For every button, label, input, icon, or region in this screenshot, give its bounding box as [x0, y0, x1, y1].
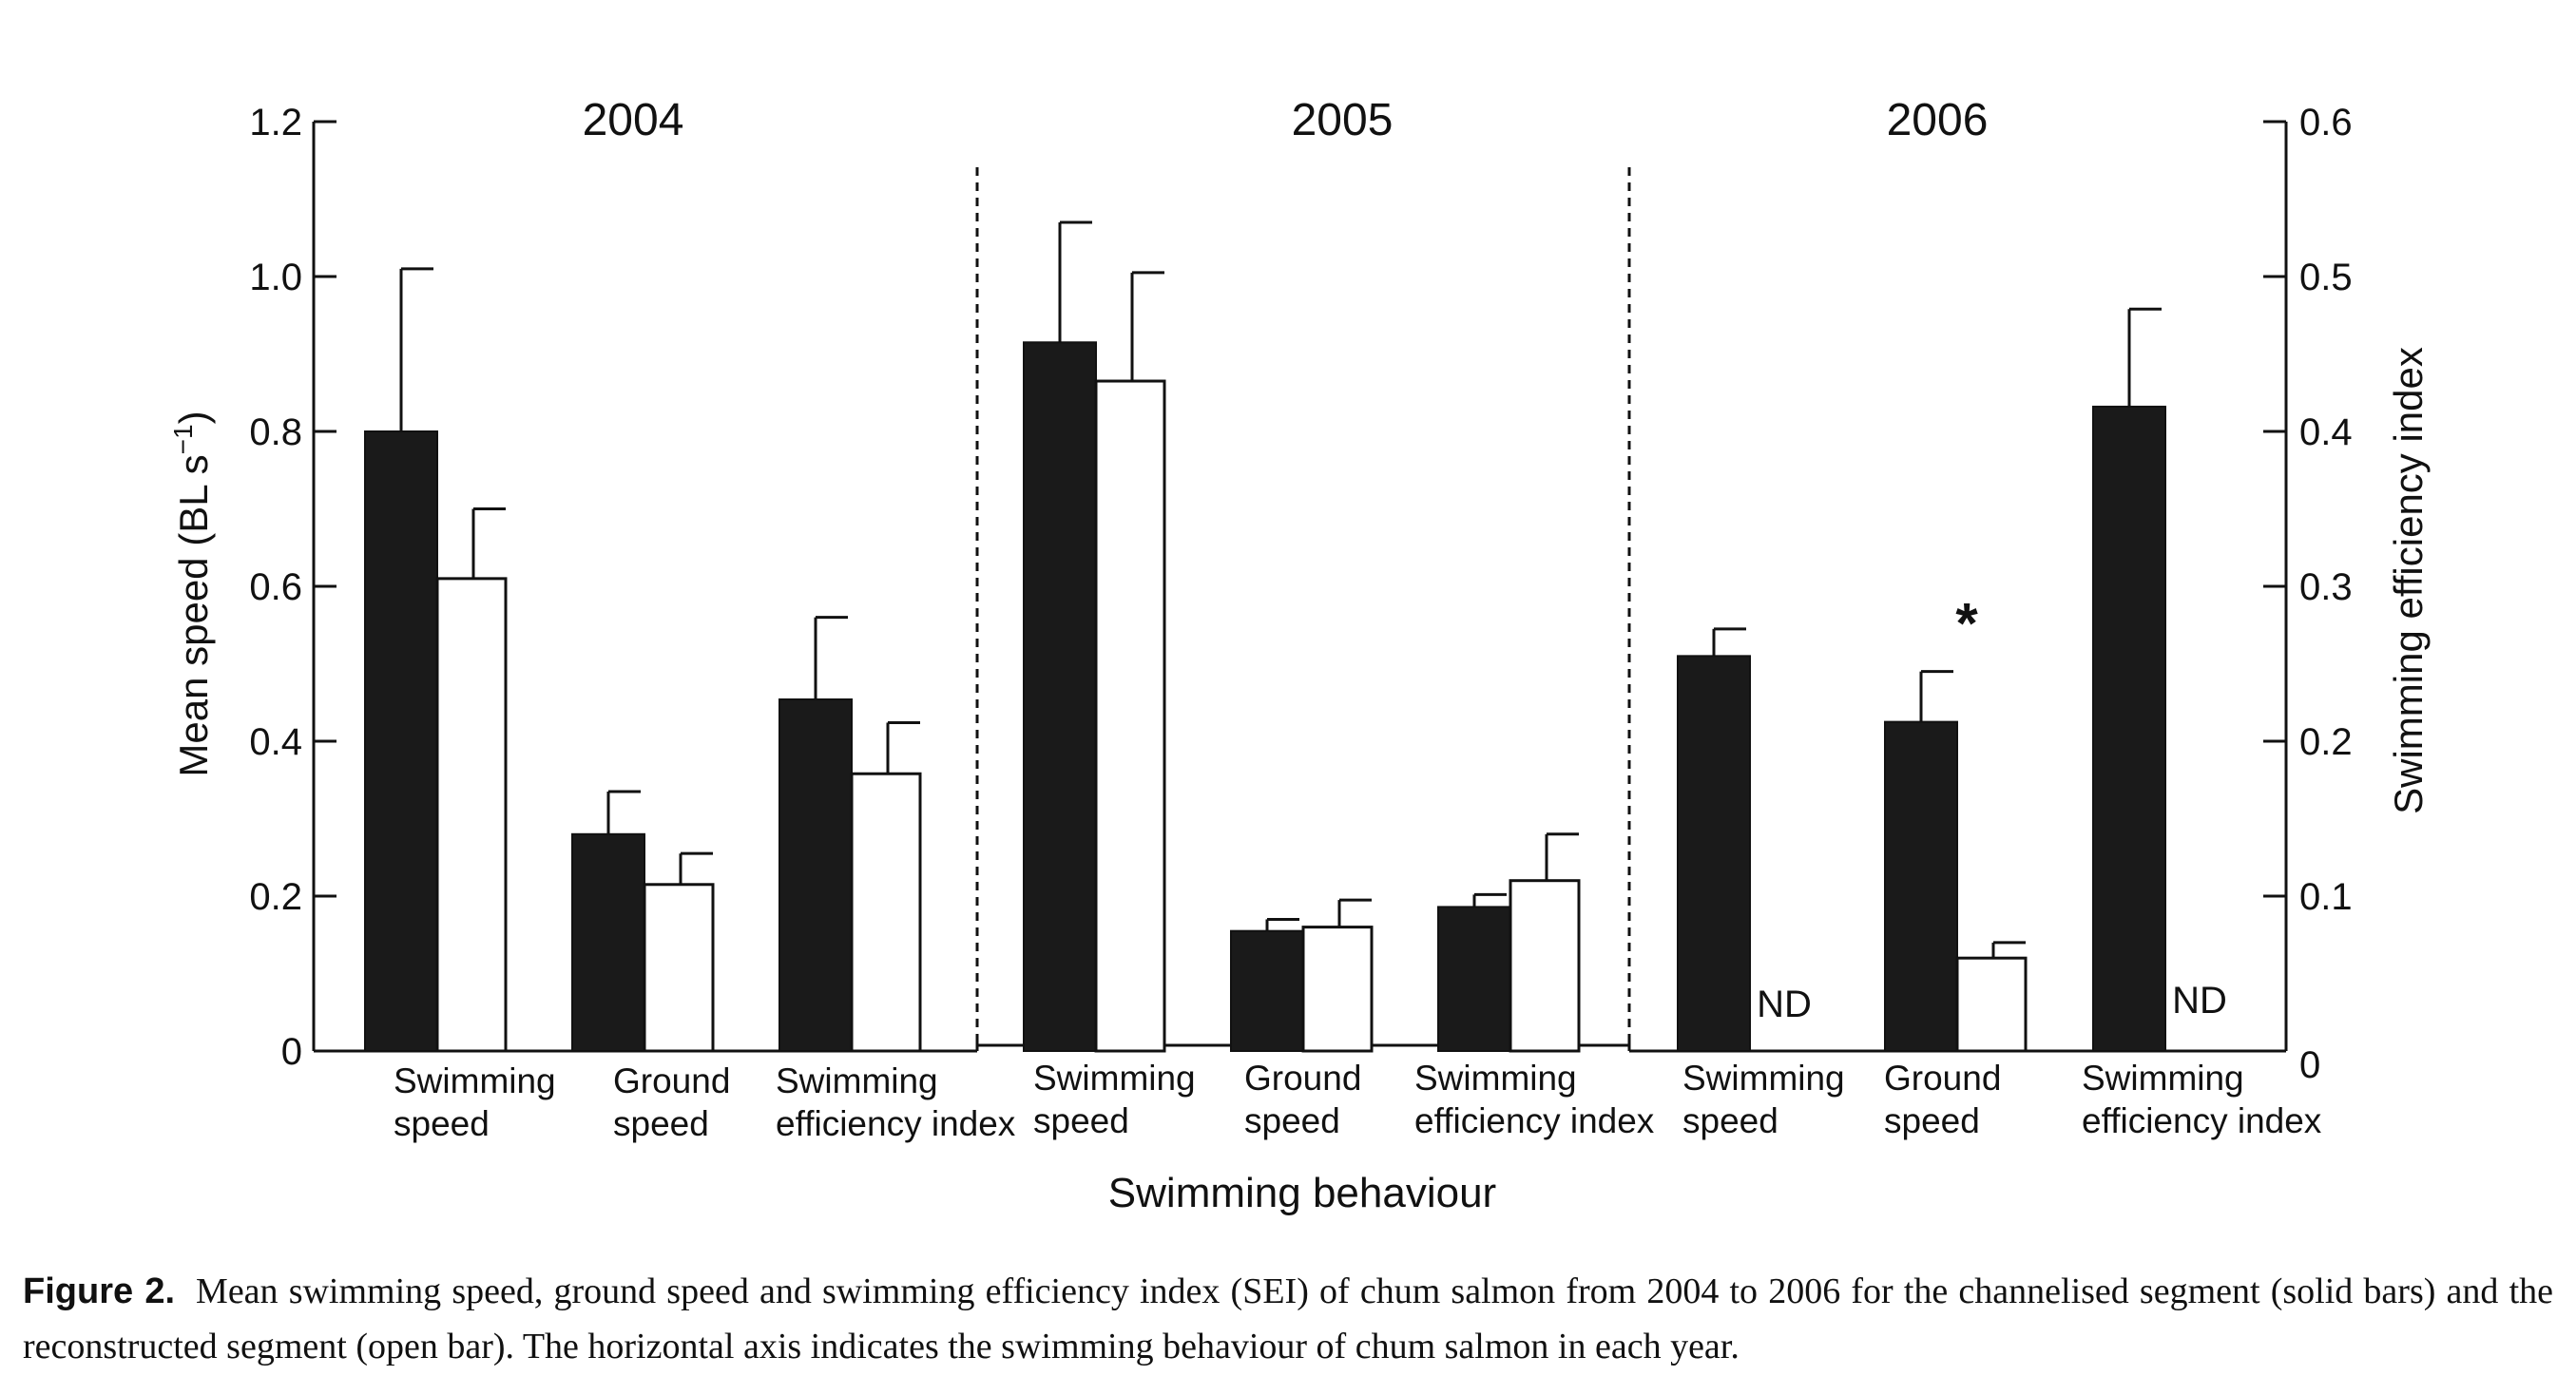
right-tick-label: 0.1: [2299, 876, 2353, 918]
category-label: efficiency index: [2082, 1101, 2322, 1140]
significance-marker: *: [1955, 592, 1978, 656]
figure-caption: Figure 2. Mean swimming speed, ground spe…: [23, 1264, 2553, 1374]
left-tick-label: 0.8: [249, 411, 302, 453]
y-axis-right-label: Swimming efficiency index: [2386, 347, 2431, 814]
category-label: speed: [1244, 1101, 1340, 1140]
bar-open-2006-1: [1955, 956, 2028, 1053]
category-label: Swimming: [1414, 1059, 1577, 1098]
bar-open-2004-2: [850, 772, 922, 1053]
category-label: Ground: [613, 1061, 730, 1100]
category-label: efficiency index: [1414, 1101, 1655, 1140]
bar-solid-2005-2: [1437, 906, 1511, 1052]
right-tick-label: 0.6: [2299, 102, 2353, 143]
bar-open-2005-2: [1509, 879, 1581, 1053]
y-axis-left-label: Mean speed (BL s−1): [168, 411, 216, 776]
bar-solid-2004-0: [364, 430, 438, 1052]
bar-solid-2005-0: [1023, 341, 1097, 1052]
category-label: Swimming: [1682, 1059, 1845, 1098]
right-tick-label: 0.4: [2299, 411, 2353, 453]
left-tick-label: 0.2: [249, 876, 302, 918]
right-tick-label: 0.3: [2299, 566, 2353, 608]
category-label: speed: [613, 1104, 709, 1143]
bar-solid-2004-1: [571, 832, 645, 1052]
left-tick-label: 0.4: [249, 721, 302, 763]
year-label-2005: 2005: [1292, 95, 1394, 145]
bar-open-2004-1: [643, 883, 715, 1053]
left-tick-label: 0: [281, 1031, 302, 1073]
labels: 2004SwimmingspeedGroundspeedSwimmingeffi…: [394, 95, 2322, 1143]
bar-solid-2004-2: [779, 698, 853, 1052]
bar-open-2004-0: [435, 577, 508, 1053]
bar-open-2005-0: [1094, 379, 1166, 1053]
nd-label: ND: [2172, 980, 2227, 1022]
right-tick-label: 0.5: [2299, 257, 2353, 298]
left-tick-label: 1.2: [249, 102, 302, 143]
caption-text: Mean swimming speed, ground speed and sw…: [23, 1271, 2553, 1366]
bar-solid-2006-2: [2092, 405, 2166, 1053]
left-tick-label: 0.6: [249, 566, 302, 608]
category-label: efficiency index: [776, 1104, 1016, 1143]
category-label: Swimming: [776, 1061, 938, 1100]
axes: 0 0.2 0.4 0.6 0.8 1.0 1.2 0 0.1 0.2 0.3 0.4 0.5 0.6 Me…: [168, 102, 2431, 1216]
category-label: speed: [394, 1104, 490, 1143]
bar-solid-2006-1: [1884, 720, 1958, 1052]
left-tick-label: 1.0: [249, 257, 302, 298]
category-label: speed: [1033, 1101, 1129, 1140]
bar-solid-2006-0: [1677, 655, 1751, 1052]
year-label-2006: 2006: [1887, 95, 1989, 145]
category-label: Ground: [1244, 1059, 1361, 1098]
category-label: Swimming: [2082, 1059, 2244, 1098]
right-tick-label: 0.2: [2299, 721, 2353, 763]
bar-solid-2005-1: [1230, 929, 1304, 1052]
category-label: Swimming: [394, 1061, 556, 1100]
nd-label: ND: [1757, 984, 1812, 1025]
category-label: Ground: [1884, 1059, 2001, 1098]
bars: [364, 220, 2166, 1053]
right-tick-label: 0: [2299, 1044, 2320, 1086]
category-label: speed: [1884, 1101, 1980, 1140]
caption-label: Figure 2.: [23, 1271, 176, 1311]
x-axis-label: Swimming behaviour: [1108, 1170, 1496, 1216]
category-label: speed: [1682, 1101, 1778, 1140]
year-label-2004: 2004: [583, 95, 684, 145]
bar-open-2005-1: [1301, 926, 1374, 1053]
category-label: Swimming: [1033, 1059, 1196, 1098]
